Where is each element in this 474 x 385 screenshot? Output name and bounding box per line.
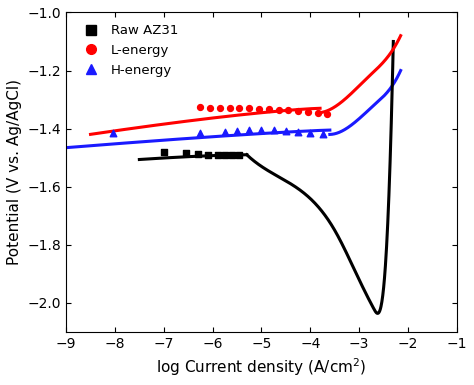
X-axis label: log Current density (A/cm$^2$): log Current density (A/cm$^2$) xyxy=(156,357,366,378)
Point xyxy=(307,130,314,136)
Point xyxy=(294,108,302,114)
Y-axis label: Potential (V vs. Ag/AgCl): Potential (V vs. Ag/AgCl) xyxy=(7,79,22,265)
Point xyxy=(206,105,214,111)
Point xyxy=(197,130,204,136)
Point xyxy=(226,105,234,111)
Point xyxy=(160,149,168,155)
Point xyxy=(214,152,221,158)
Point xyxy=(216,105,224,111)
Point xyxy=(233,128,241,134)
Point xyxy=(284,107,292,114)
Point xyxy=(265,106,273,112)
Point xyxy=(258,127,265,133)
Point xyxy=(314,110,321,116)
Point xyxy=(270,127,277,133)
Point xyxy=(194,151,202,157)
Point xyxy=(324,110,331,117)
Point xyxy=(204,152,211,158)
Point xyxy=(304,109,311,115)
Point xyxy=(246,127,253,133)
Point xyxy=(282,128,290,134)
Point xyxy=(109,130,116,136)
Point xyxy=(294,129,302,135)
Point xyxy=(275,107,283,113)
Point xyxy=(182,150,190,156)
Point xyxy=(255,106,263,112)
Legend: Raw AZ31, L-energy, H-energy: Raw AZ31, L-energy, H-energy xyxy=(73,19,183,82)
Point xyxy=(236,105,243,111)
Point xyxy=(221,129,228,135)
Point xyxy=(228,152,236,158)
Point xyxy=(246,105,253,111)
Point xyxy=(221,152,228,158)
Point xyxy=(319,131,326,137)
Point xyxy=(197,104,204,110)
Point xyxy=(236,152,243,158)
